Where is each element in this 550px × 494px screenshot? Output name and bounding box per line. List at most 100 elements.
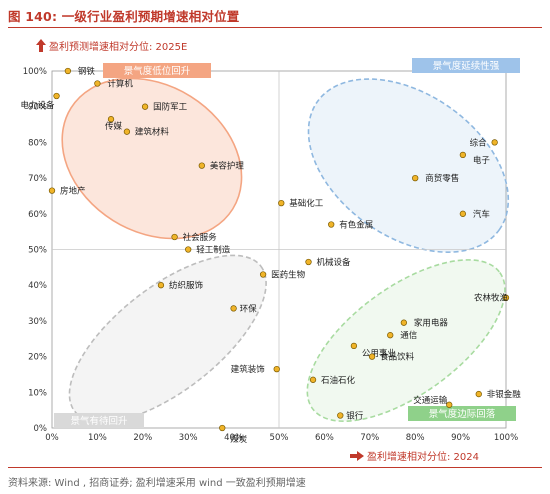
x-tick-label: 90% <box>451 433 470 443</box>
data-point <box>141 103 149 110</box>
y-tick-label: 100% <box>23 67 47 77</box>
data-point <box>219 424 226 432</box>
data-point <box>475 390 482 398</box>
data-point-label: 医药生物 <box>271 269 306 280</box>
x-axis-label-text: 盈利增速相对分位: 2024 <box>367 452 479 463</box>
data-point <box>185 246 192 253</box>
x-tick-label: 30% <box>179 433 198 443</box>
data-point-label: 通信 <box>400 330 418 341</box>
data-point-label: 银行 <box>346 411 364 422</box>
figure-title: 图 140: 一级行业盈利预期增速相对位置 <box>8 9 240 24</box>
data-point <box>309 376 317 383</box>
title-rule <box>8 27 542 28</box>
y-axis-label-text: 盈利预测增速相对分位: 2025E <box>49 42 188 53</box>
data-point-label: 纺织服饰 <box>169 280 204 291</box>
x-tick-label: 60% <box>315 433 334 443</box>
data-point <box>387 332 394 339</box>
data-point <box>64 67 72 75</box>
y-tick-label: 90% <box>28 103 47 113</box>
data-point-label: 美容护理 <box>210 161 245 172</box>
y-tick-label: 50% <box>28 246 47 256</box>
data-point-label: 商贸零售 <box>425 173 459 184</box>
quadrant-ellipse-upper-right <box>307 78 510 253</box>
data-point <box>459 151 467 159</box>
data-point <box>337 412 344 419</box>
y-tick-label: 10% <box>28 388 47 398</box>
data-point <box>94 80 101 87</box>
y-axis-label: 盈利预测增速相对分位: 2025E <box>36 38 187 53</box>
data-point-label: 基础化工 <box>289 198 324 209</box>
y-tick-label: 70% <box>28 174 47 184</box>
quadrant-label-box-upper-right <box>412 58 520 73</box>
data-point-label: 建筑材料 <box>135 127 170 138</box>
x-tick-label: 70% <box>360 433 379 443</box>
data-point <box>273 365 280 373</box>
data-point-label: 电力设备 <box>21 100 56 111</box>
x-tick-label: 50% <box>270 433 289 443</box>
arrow-right-icon <box>350 450 364 461</box>
data-point <box>328 221 335 228</box>
data-point <box>350 342 358 350</box>
data-point <box>123 128 131 135</box>
data-point <box>368 353 376 360</box>
data-point <box>53 92 60 100</box>
x-tick-label: 100% <box>494 433 518 443</box>
data-point-label: 计算机 <box>107 78 133 89</box>
data-point-label: 传媒 <box>105 121 123 132</box>
data-point-label: 国防军工 <box>153 102 188 113</box>
data-point <box>459 210 467 217</box>
data-point-label: 石油石化 <box>321 375 356 386</box>
quadrant-label-upper-left: 景气度低位回升 <box>124 65 191 77</box>
data-point-label: 食品饮料 <box>380 352 415 363</box>
data-point-label: 综合 <box>470 137 488 148</box>
data-point <box>278 199 285 207</box>
quadrant-label-upper-right: 景气度延续性强 <box>433 60 500 72</box>
data-point <box>157 282 165 289</box>
data-point <box>48 187 56 194</box>
x-tick-label: 10% <box>88 433 107 443</box>
data-point-label: 交通运输 <box>413 395 448 406</box>
data-point-label: 机械设备 <box>317 257 352 268</box>
data-point <box>171 233 178 241</box>
quadrant-label-box-lower-right <box>408 406 516 421</box>
data-point-label: 环保 <box>240 303 258 314</box>
data-point-label: 煤炭 <box>230 434 248 445</box>
data-point <box>230 305 237 312</box>
x-tick-label: 80% <box>406 433 425 443</box>
quadrant-ellipse-lower-right <box>306 259 506 423</box>
data-point <box>259 271 267 278</box>
data-point <box>198 162 205 169</box>
x-tick-label: 0% <box>45 433 59 443</box>
quadrant-label-box-upper-left <box>103 63 211 78</box>
data-point-label: 社会服务 <box>183 232 218 243</box>
data-point <box>107 116 115 123</box>
arrow-up-icon <box>36 39 46 52</box>
data-point-label: 轻工制造 <box>196 245 231 256</box>
data-point-label: 农林牧渔 <box>474 293 509 304</box>
data-point-label: 公用事业 <box>362 348 396 359</box>
data-point <box>305 258 312 266</box>
y-tick-label: 30% <box>28 317 47 327</box>
data-point <box>446 401 453 408</box>
x-tick-label: 40% <box>224 433 243 443</box>
data-point-label: 有色金属 <box>339 220 373 231</box>
data-point <box>491 139 498 146</box>
data-point-label: 建筑装饰 <box>231 364 266 375</box>
y-tick-label: 20% <box>28 353 47 363</box>
data-point <box>502 294 510 301</box>
quadrant-label-lower-left: 景气有待回升 <box>70 415 128 427</box>
x-tick-label: 20% <box>133 433 152 443</box>
quadrant-label-box-lower-left <box>54 413 144 428</box>
y-tick-label: 80% <box>28 138 47 148</box>
data-point-label: 非银金融 <box>487 389 522 400</box>
y-tick-label: 60% <box>28 210 47 220</box>
data-point-label: 钢铁 <box>78 66 96 77</box>
data-point-label: 房地产 <box>60 186 86 197</box>
quadrant-ellipse-upper-left <box>61 77 243 240</box>
source-rule <box>8 467 542 468</box>
source-note: 资料来源: Wind , 招商证券; 盈利增速采用 wind 一致盈利预期增速 <box>8 478 306 489</box>
data-point-label: 汽车 <box>473 209 490 220</box>
y-tick-label: 0% <box>34 424 48 434</box>
data-point-label: 家用电器 <box>414 318 449 329</box>
